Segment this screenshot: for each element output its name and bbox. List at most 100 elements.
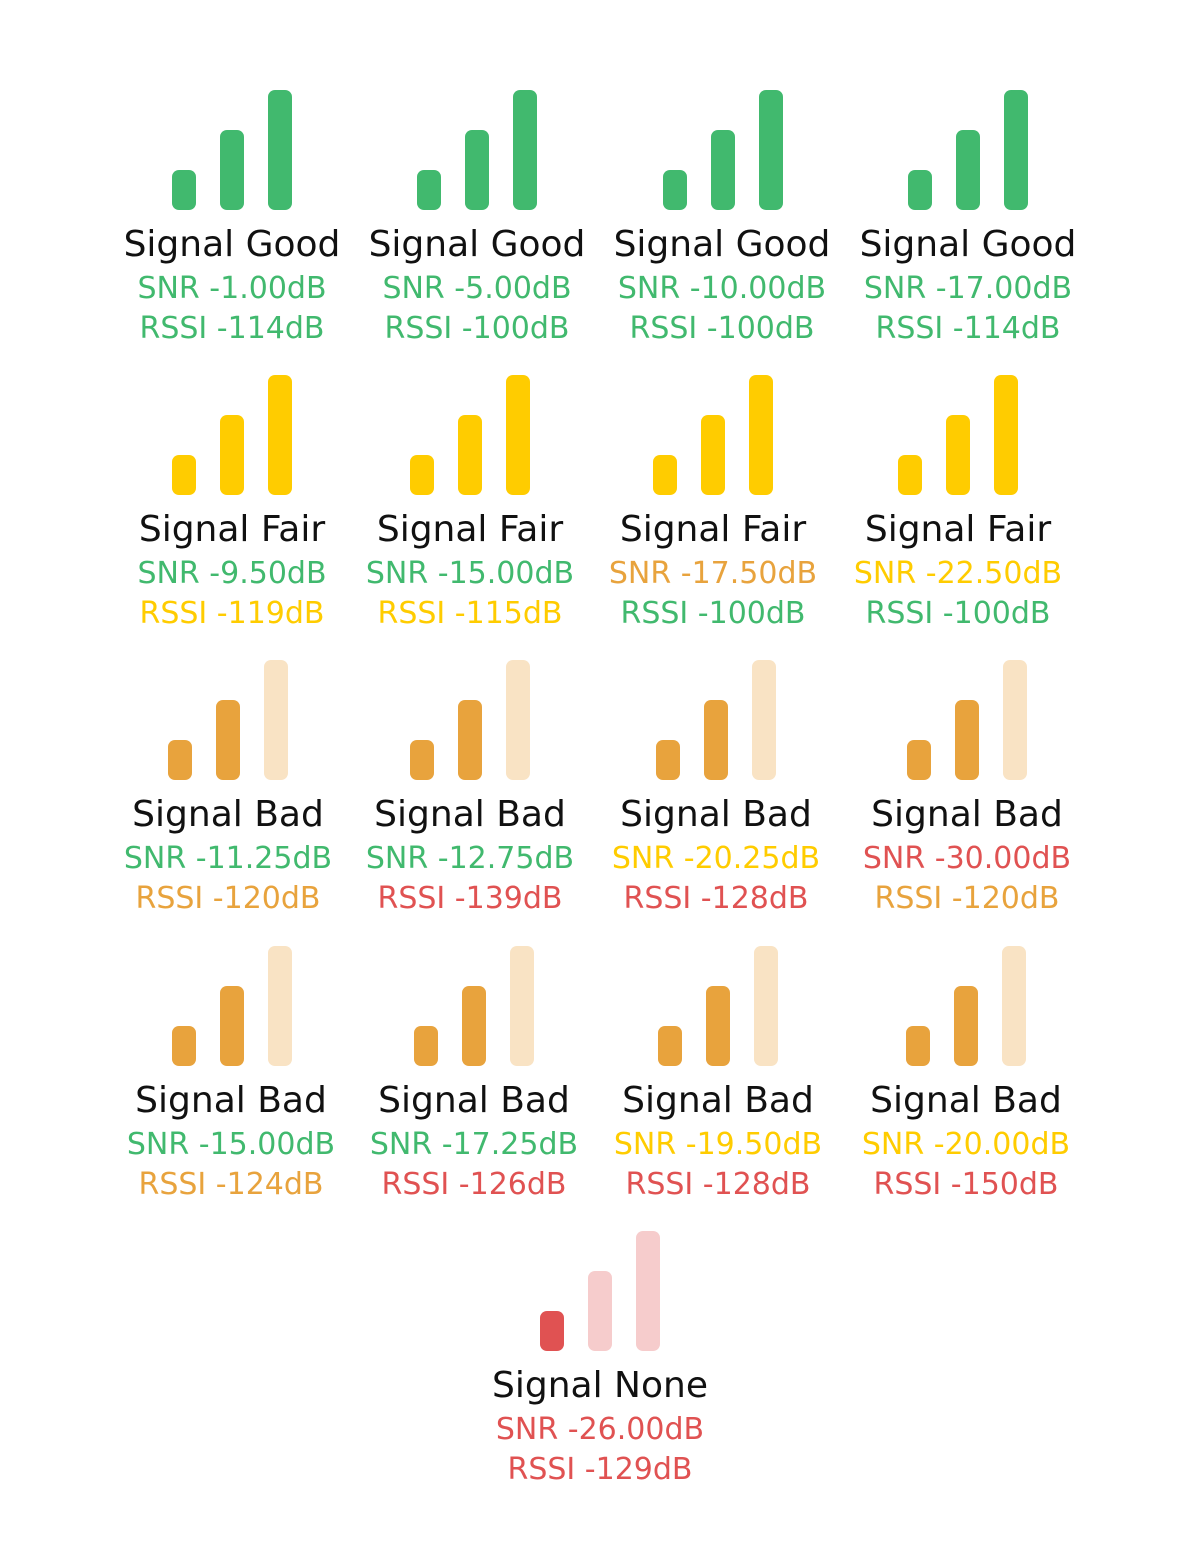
signal-bars-icon: [414, 946, 534, 1066]
signal-bar: [759, 90, 783, 210]
signal-bar: [168, 740, 192, 780]
signal-bar: [268, 375, 292, 495]
snr-value: SNR -22.50dB: [853, 556, 1063, 591]
signal-bars-icon: [907, 660, 1027, 780]
signal-bar: [268, 946, 292, 1066]
signal-bar: [907, 740, 931, 780]
signal-indicator: Signal Bad SNR -20.25dB RSSI -128dB: [596, 660, 836, 930]
signal-bar: [264, 660, 288, 780]
snr-value: SNR -1.00dB: [137, 271, 327, 306]
signal-title: Signal Bad: [135, 1080, 327, 1121]
rssi-value: RSSI -150dB: [873, 1167, 1059, 1202]
rssi-value: RSSI -139dB: [377, 881, 563, 916]
signal-title: Signal Fair: [138, 509, 326, 550]
rssi-value: RSSI -100dB: [384, 311, 570, 346]
signal-bars-icon: [663, 90, 783, 210]
signal-bar: [465, 130, 489, 210]
signal-title: Signal Good: [123, 224, 341, 265]
signal-bar: [268, 90, 292, 210]
snr-value: SNR -20.25dB: [611, 841, 821, 876]
rssi-value: RSSI -120dB: [135, 881, 321, 916]
signal-bar: [172, 1026, 196, 1066]
signal-bar: [414, 1026, 438, 1066]
signal-bar: [946, 415, 970, 495]
signal-bar: [506, 375, 530, 495]
signal-indicator: Signal None SNR -26.00dB RSSI -129dB: [480, 1231, 720, 1501]
signal-bars-icon: [906, 946, 1026, 1066]
signal-bars-icon: [653, 375, 773, 495]
signal-bar: [510, 946, 534, 1066]
rssi-value: RSSI -124dB: [138, 1167, 324, 1202]
signal-title: Signal Bad: [620, 794, 812, 835]
signal-indicator: Signal Fair SNR -15.00dB RSSI -115dB: [350, 375, 590, 645]
signal-bar: [704, 700, 728, 780]
signal-bar: [458, 700, 482, 780]
rssi-value: RSSI -100dB: [620, 596, 806, 631]
signal-bars-icon: [172, 90, 292, 210]
signal-title: Signal Fair: [376, 509, 564, 550]
snr-value: SNR -30.00dB: [862, 841, 1072, 876]
rssi-value: RSSI -119dB: [139, 596, 325, 631]
signal-bar: [956, 130, 980, 210]
snr-value: SNR -26.00dB: [495, 1412, 705, 1447]
signal-bar: [410, 740, 434, 780]
signal-indicator: Signal Bad SNR -19.50dB RSSI -128dB: [598, 946, 838, 1216]
snr-value: SNR -9.50dB: [137, 556, 327, 591]
signal-indicator: Signal Good SNR -17.00dB RSSI -114dB: [848, 90, 1088, 360]
rssi-value: RSSI -128dB: [623, 881, 809, 916]
signal-bars-icon: [658, 946, 778, 1066]
signal-indicator: Signal Good SNR -10.00dB RSSI -100dB: [602, 90, 842, 360]
signal-indicator: Signal Bad SNR -12.75dB RSSI -139dB: [350, 660, 590, 930]
signal-bars-icon: [898, 375, 1018, 495]
snr-value: SNR -10.00dB: [617, 271, 827, 306]
signal-indicator: Signal Bad SNR -30.00dB RSSI -120dB: [847, 660, 1087, 930]
signal-bar: [458, 415, 482, 495]
signal-bars-icon: [172, 375, 292, 495]
snr-value: SNR -19.50dB: [613, 1127, 823, 1162]
signal-bar: [1002, 946, 1026, 1066]
signal-bar: [216, 700, 240, 780]
signal-bar: [908, 170, 932, 210]
rssi-value: RSSI -115dB: [377, 596, 563, 631]
signal-indicator: Signal Fair SNR -22.50dB RSSI -100dB: [838, 375, 1078, 645]
rssi-value: RSSI -114dB: [139, 311, 325, 346]
signal-title: Signal Bad: [132, 794, 324, 835]
rssi-value: RSSI -120dB: [874, 881, 1060, 916]
signal-bar: [955, 700, 979, 780]
signal-bar: [954, 986, 978, 1066]
snr-value: SNR -17.25dB: [369, 1127, 579, 1162]
signal-bar: [172, 455, 196, 495]
signal-title: Signal Fair: [619, 509, 807, 550]
signal-bar: [711, 130, 735, 210]
rssi-value: RSSI -100dB: [865, 596, 1051, 631]
snr-value: SNR -15.00dB: [126, 1127, 336, 1162]
signal-bars-icon: [172, 946, 292, 1066]
signal-bars-icon: [540, 1231, 660, 1351]
signal-bar: [410, 455, 434, 495]
snr-value: SNR -15.00dB: [365, 556, 575, 591]
signal-bar: [754, 946, 778, 1066]
rssi-value: RSSI -126dB: [381, 1167, 567, 1202]
snr-value: SNR -12.75dB: [365, 841, 575, 876]
signal-indicator: Signal Bad SNR -15.00dB RSSI -124dB: [111, 946, 351, 1216]
signal-bar: [906, 1026, 930, 1066]
signal-bar: [1003, 660, 1027, 780]
signal-indicator: Signal Good SNR -1.00dB RSSI -114dB: [112, 90, 352, 360]
signal-bar: [220, 415, 244, 495]
signal-bar: [588, 1271, 612, 1351]
signal-bars-icon: [656, 660, 776, 780]
signal-bars-icon: [410, 375, 530, 495]
signal-indicator: Signal Fair SNR -9.50dB RSSI -119dB: [112, 375, 352, 645]
signal-title: Signal None: [492, 1365, 708, 1406]
signal-bar: [1004, 90, 1028, 210]
signal-indicator: Signal Bad SNR -11.25dB RSSI -120dB: [108, 660, 348, 930]
signal-bar: [701, 415, 725, 495]
snr-value: SNR -5.00dB: [382, 271, 572, 306]
signal-indicator: Signal Bad SNR -17.25dB RSSI -126dB: [354, 946, 594, 1216]
signal-title: Signal Bad: [378, 1080, 570, 1121]
snr-value: SNR -11.25dB: [123, 841, 333, 876]
signal-bar: [636, 1231, 660, 1351]
snr-value: SNR -17.00dB: [863, 271, 1073, 306]
signal-indicator: Signal Fair SNR -17.50dB RSSI -100dB: [593, 375, 833, 645]
signal-bar: [540, 1311, 564, 1351]
